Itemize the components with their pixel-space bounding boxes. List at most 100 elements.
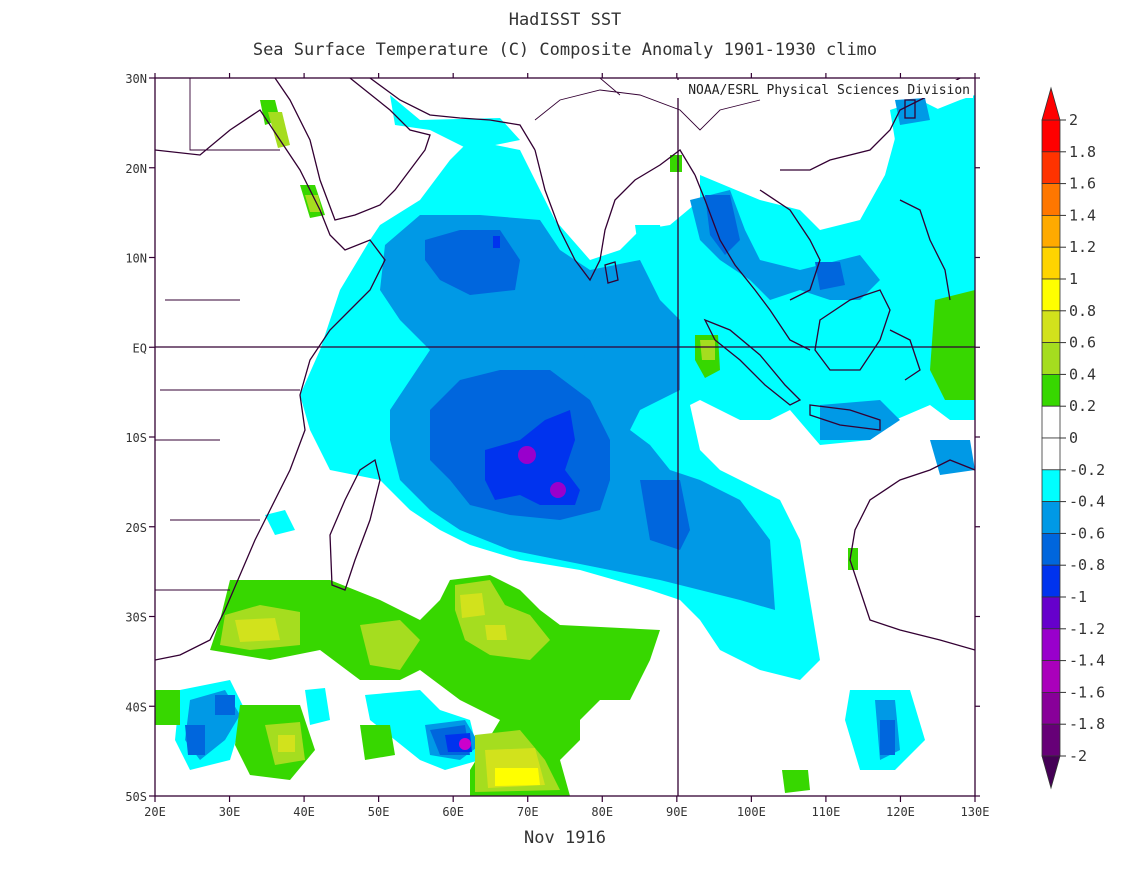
colorbar-segment — [1041, 692, 1061, 725]
colorbar-label: 1.4 — [1069, 206, 1096, 224]
credit-background — [655, 80, 973, 98]
anomaly-region-pos06 — [268, 112, 290, 148]
colorbar-segment — [1041, 437, 1061, 471]
anomaly-region-neg02 — [390, 95, 520, 150]
colorbar-label: 0.2 — [1069, 397, 1096, 415]
lat-tick-label: 30S — [125, 611, 147, 625]
colorbar-label: -1 — [1069, 588, 1087, 606]
anomaly-region-neg02 — [635, 225, 665, 260]
africa-coastline — [155, 109, 386, 661]
asia-borders — [534, 78, 761, 131]
africa-borders — [155, 78, 300, 591]
colorbar-label: -0.8 — [1069, 556, 1105, 574]
anomaly-spot-neg1 — [550, 482, 566, 498]
colorbar-segment — [1041, 723, 1061, 757]
lon-tick-label: 40E — [293, 805, 315, 819]
anomaly-region-pos06 — [360, 620, 420, 670]
java-coastline — [809, 404, 881, 431]
colorbar-segment — [1041, 278, 1061, 312]
colorbar-label: 1 — [1069, 270, 1078, 288]
borneo-coastline — [814, 289, 891, 371]
date-label: Nov 1916 — [524, 828, 606, 848]
colorbar-label: 1.2 — [1069, 238, 1096, 256]
anomaly-region-pos08 — [278, 735, 295, 752]
anomaly-region-pos04 — [155, 690, 180, 725]
colorbar-segment — [1041, 151, 1061, 185]
anomaly-region-pos08 — [485, 625, 507, 640]
india-coastline — [534, 149, 696, 282]
lat-tick-label: 30N — [125, 72, 147, 86]
credit-text: NOAA/ESRL Physical Sciences Division — [688, 83, 970, 98]
colorbar-segment — [1041, 119, 1061, 153]
colorbar-segment — [1041, 660, 1061, 693]
colorbar-label: -2 — [1069, 747, 1087, 765]
colorbar-min-arrow — [1041, 755, 1061, 790]
lat-tick-label: 20S — [125, 521, 147, 535]
lon-tick-label: 30E — [219, 805, 241, 819]
colorbar-label: -1.6 — [1069, 683, 1105, 701]
anomaly-region-neg06 — [185, 725, 205, 755]
anomaly-region-neg02 — [305, 688, 330, 725]
anomaly-spot-neg1 — [518, 446, 536, 464]
taiwan-coastline — [904, 99, 916, 119]
colorbar-segment — [1041, 246, 1061, 280]
lon-tick-label: 80E — [591, 805, 613, 819]
anomaly-region-pos04 — [930, 290, 975, 400]
anomaly-region-pos06 — [305, 195, 322, 212]
anomaly-region-neg02 — [265, 510, 295, 535]
anomaly-region-pos04 — [360, 725, 395, 760]
mainland-se-asia-coastline — [694, 174, 811, 351]
colorbar-label: -1.4 — [1069, 652, 1105, 670]
lat-tick-label: 40S — [125, 700, 147, 714]
madagascar-coastline — [329, 458, 381, 591]
colorbar-label: 0.6 — [1069, 334, 1096, 352]
colorbar-label: -0.6 — [1069, 524, 1105, 542]
colorbar-segment — [1041, 183, 1061, 216]
anomaly-region-pos08 — [460, 593, 485, 618]
lat-tick-label: 10S — [125, 431, 147, 445]
colorbar-segment — [1041, 501, 1061, 534]
lon-tick-label: 100E — [737, 805, 766, 819]
colorbar-segment — [1041, 310, 1061, 343]
lat-tick-label: 20N — [125, 162, 147, 176]
anomaly-region-neg06 — [705, 195, 740, 255]
lon-tick-label: 130E — [961, 805, 990, 819]
colorbar: 2 1.8 1.6 1.4 1.2 1 0.8 0.6 0.4 0.2 0 -0.2 -0.4 -0.6 -… — [1041, 86, 1105, 790]
anomaly-region-neg06 — [880, 720, 895, 755]
lon-tick-label: 90E — [666, 805, 688, 819]
anomaly-spot-neg14 — [459, 738, 471, 750]
axis-ticks: 20E 30E 40E 50E 60E 70E 80E 90E 100E 110E 120E 130E… — [125, 72, 989, 819]
colorbar-label: 0.4 — [1069, 365, 1096, 383]
anomaly-shading — [155, 95, 975, 796]
chart-subtitle: Sea Surface Temperature (C) Composite An… — [252, 40, 878, 60]
colorbar-label: 0.8 — [1069, 302, 1096, 320]
colorbar-segment — [1041, 628, 1061, 661]
anomaly-region-neg06 — [815, 262, 845, 290]
colorbar-label: -1.8 — [1069, 715, 1105, 733]
sumatra-coastline — [703, 318, 802, 406]
iran-coastline — [369, 78, 536, 151]
colorbar-label: 0 — [1069, 429, 1078, 447]
colorbar-segment — [1041, 564, 1061, 598]
lat-tick-label: EQ — [133, 341, 147, 355]
lat-tick-label: 10N — [125, 252, 147, 266]
anomaly-region-neg08 — [493, 236, 500, 248]
anomaly-region-pos06 — [700, 340, 715, 360]
anomaly-region-pos04 — [848, 548, 858, 570]
anomaly-region-pos1 — [495, 768, 540, 786]
lat-tick-label: 50S — [125, 790, 147, 804]
lon-tick-label: 50E — [368, 805, 390, 819]
colorbar-label: 1.6 — [1069, 175, 1096, 193]
colorbar-segment — [1041, 596, 1061, 630]
lon-tick-label: 60E — [442, 805, 464, 819]
colorbar-label: -1.2 — [1069, 620, 1105, 638]
colorbar-label: 1.8 — [1069, 143, 1096, 161]
colorbar-label: -0.4 — [1069, 493, 1105, 511]
lon-tick-label: 120E — [886, 805, 915, 819]
lon-tick-label: 110E — [811, 805, 840, 819]
lon-tick-label: 70E — [517, 805, 539, 819]
anomaly-region-neg04 — [930, 440, 975, 475]
srilanka-coastline — [604, 261, 619, 284]
colorbar-segment — [1041, 342, 1061, 375]
